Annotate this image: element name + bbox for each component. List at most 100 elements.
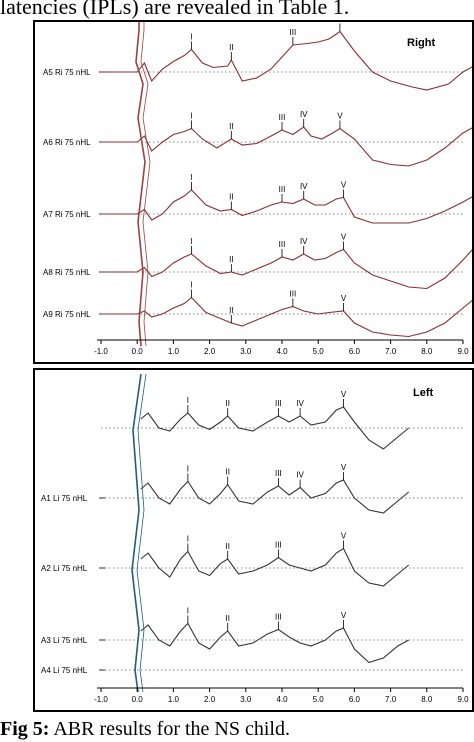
- right-trace-label: A8 Ri 75 nHL: [43, 268, 91, 277]
- left-x-tick-label: -1.0: [94, 695, 108, 704]
- left-x-tick-label: 8.0: [421, 695, 433, 704]
- left-peak-label: I: [187, 607, 189, 616]
- left-x-tick-label: 6.0: [349, 695, 361, 704]
- right-peak-label: II: [229, 193, 233, 202]
- figure-caption-text: ABR results for the NS child.: [49, 718, 290, 740]
- right-x-tick-label: 0.0: [132, 347, 144, 356]
- right-peak-label: II: [229, 43, 233, 52]
- right-stimulus-artifact-secondary: [140, 22, 151, 347]
- right-x-tick-label: 3.0: [240, 347, 252, 356]
- right-peak-label: V: [341, 181, 347, 190]
- right-peak-label: I: [190, 237, 192, 246]
- right-x-tick-label: -1.0: [94, 347, 108, 356]
- right-waveform-trace: [101, 247, 474, 290]
- right-peak-label: II: [229, 255, 233, 264]
- left-peak-label: I: [187, 535, 189, 544]
- right-peak-label: IV: [300, 110, 308, 119]
- left-peak-label: III: [275, 469, 282, 478]
- left-x-tick-label: 5.0: [313, 695, 325, 704]
- left-peak-label: III: [275, 541, 282, 550]
- left-waveform-trace: [140, 547, 410, 587]
- left-trace-label: A2 Li 75 nHL: [41, 564, 88, 573]
- figure-label: Fig 5:: [0, 718, 50, 740]
- right-peak-label: I: [190, 33, 192, 42]
- right-chart-title: Right: [407, 37, 435, 49]
- right-x-tick-label: 1.0: [168, 347, 180, 356]
- top-caption-text: latencies (IPLs) are revealed in Table 1…: [0, 0, 350, 19]
- left-peak-label: V: [341, 611, 347, 620]
- right-peak-label: I: [190, 112, 192, 121]
- left-trace-label: A1 Li 75 nHL: [41, 494, 88, 503]
- right-waveform-trace: [101, 30, 474, 91]
- right-x-tick-label: 5.0: [313, 347, 325, 356]
- left-waveform-trace: [140, 406, 410, 450]
- right-peak-label: I: [190, 281, 192, 290]
- left-x-tick-label: 1.0: [168, 695, 180, 704]
- right-peak-label: V: [341, 294, 347, 303]
- right-peak-label: IV: [300, 182, 308, 191]
- left-ear-panel: Left I II III IV V A1 Li 75 nHL I II III IV V A2 Li …: [33, 368, 474, 712]
- right-peak-label: II: [229, 122, 233, 131]
- right-x-tick-label: 2.0: [204, 347, 216, 356]
- right-peak-label: III: [279, 113, 286, 122]
- right-x-tick-label: 8.0: [421, 347, 433, 356]
- left-peak-label: I: [187, 396, 189, 405]
- left-chart-title: Left: [413, 387, 434, 399]
- left-peak-label: IV: [296, 399, 304, 408]
- left-peak-label: V: [341, 463, 347, 472]
- right-peak-label: III: [279, 185, 286, 194]
- left-peak-label: I: [187, 465, 189, 474]
- left-x-tick-label: 9.0: [457, 695, 469, 704]
- right-peak-label: I: [190, 173, 192, 182]
- left-peak-label: III: [275, 613, 282, 622]
- left-peak-label: IV: [296, 471, 304, 480]
- left-peak-label: III: [275, 399, 282, 408]
- left-trace-label: A3 Li 75 nHL: [41, 636, 88, 645]
- left-x-tick-label: 0.0: [132, 695, 144, 704]
- left-waveform-trace: [140, 622, 409, 664]
- left-peak-label: V: [341, 532, 347, 541]
- left-trace-group: A4 Li 75 nHL: [41, 666, 463, 675]
- left-waveform-trace: [140, 479, 410, 514]
- right-trace-label: A6 Ri 75 nHL: [43, 138, 91, 147]
- right-peak-label: V: [337, 112, 343, 121]
- right-stimulus-artifact: [135, 22, 146, 347]
- right-peak-label: III: [279, 240, 286, 249]
- figure-caption: Fig 5: ABR results for the NS child.: [0, 716, 474, 742]
- left-stimulus-artifact-secondary: [136, 373, 147, 693]
- left-peak-label: II: [225, 468, 229, 477]
- left-stimulus-artifact: [131, 373, 142, 693]
- right-peak-label: II: [229, 306, 233, 315]
- right-peak-label: V: [341, 233, 347, 242]
- right-x-tick-label: 7.0: [385, 347, 397, 356]
- left-x-tick-label: 2.0: [204, 695, 216, 704]
- left-trace-group: I II III IVV: [101, 390, 463, 450]
- left-trace-label: A4 Li 75 nHL: [41, 666, 88, 675]
- right-waveform-trace: [101, 296, 474, 338]
- right-x-tick-label: 9.0: [457, 347, 469, 356]
- left-peak-label: II: [225, 399, 229, 408]
- right-peak-label: III: [290, 28, 297, 37]
- right-peak-label: III: [290, 290, 297, 299]
- right-trace-label: A7 Ri 75 nHL: [43, 210, 91, 219]
- right-waveform-trace: [101, 189, 474, 224]
- left-peak-label: II: [225, 542, 229, 551]
- left-peak-label: V: [341, 390, 347, 399]
- right-peak-label: V: [337, 22, 343, 24]
- right-peak-label: IV: [300, 237, 308, 246]
- right-waveform-trace: [101, 126, 474, 167]
- right-trace-label: A5 Ri 75 nHL: [43, 68, 91, 77]
- right-trace-label: A9 Ri 75 nHL: [43, 310, 91, 319]
- left-x-tick-label: 4.0: [276, 695, 288, 704]
